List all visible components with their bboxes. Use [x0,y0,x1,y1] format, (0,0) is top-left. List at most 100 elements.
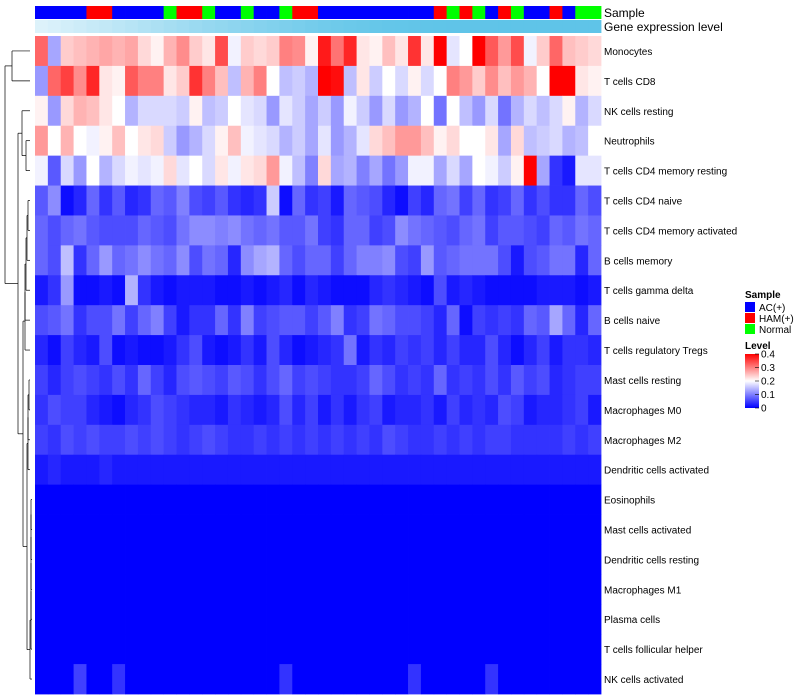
heatmap-cell [343,185,357,216]
heatmap-cell [163,574,177,605]
heatmap-cell [86,664,100,695]
gene-expression-annotation-cell [99,20,113,33]
heatmap-cell [433,394,448,426]
heatmap-cell [498,36,512,67]
row-label: B cells memory [604,256,672,267]
heatmap-cell [510,95,525,127]
heatmap-cell [137,634,152,665]
heatmap-cell [485,36,499,67]
heatmap-cell [73,335,87,366]
heatmap-cell [382,664,396,695]
heatmap-cell [176,185,190,216]
sample-annotation-track [35,6,602,19]
heatmap-cell [215,365,229,396]
heatmap-cell [420,394,435,426]
heatmap-cell [215,454,229,486]
heatmap-cell [356,95,370,127]
heatmap-cell [137,185,152,216]
heatmap-cell [202,155,216,186]
heatmap-cell [137,394,152,426]
heatmap-cell [446,36,460,67]
heatmap-cell [485,125,499,157]
heatmap-cell [305,215,319,246]
heatmap-cell [536,215,550,246]
heatmap-cell [176,514,190,545]
heatmap-cell [382,394,396,426]
heatmap-cell [215,484,229,515]
heatmap-cell [60,544,74,575]
heatmap-cell [125,215,139,246]
heatmap-cell [343,484,357,515]
level-tick-label: 0.2 [761,377,775,388]
heatmap-cell [86,514,100,545]
heatmap-cell [125,574,139,605]
heatmap-cell [227,454,242,486]
heatmap-cell [318,574,332,605]
level-tick-label: 0.1 [761,390,775,401]
heatmap-cell [536,275,550,306]
row-label: Macrophages M2 [604,436,682,447]
heatmap-cell [73,484,87,515]
heatmap-cell [536,484,550,515]
heatmap-cell [433,245,448,276]
heatmap-cell [266,95,280,127]
heatmap-cell [549,514,563,545]
heatmap-cell [240,155,255,186]
heatmap-cell [330,514,345,545]
heatmap-cell [318,36,332,67]
heatmap-cell [137,664,152,695]
heatmap-cell [215,544,229,575]
heatmap-cell [35,155,49,186]
gene-expression-annotation-cell [588,20,602,33]
sample-annotation-cell [137,6,152,19]
heatmap-cell [73,305,87,336]
heatmap-cell [60,305,74,336]
heatmap-cell [99,125,113,157]
heatmap-cell [279,335,293,366]
heatmap-cell [459,275,473,306]
gene-expression-annotation-cell [433,20,448,33]
heatmap-cell [369,65,383,97]
heatmap-cell [330,185,345,216]
heatmap-cell [408,514,422,545]
heatmap-cell [318,95,332,127]
heatmap-cell [305,574,319,605]
heatmap-cell [575,544,589,575]
heatmap-cell [227,275,242,306]
heatmap-cell [523,95,538,127]
heatmap-cell [523,514,538,545]
heatmap-cell [330,215,345,246]
heatmap-cell [202,394,216,426]
heatmap-cell [176,424,190,456]
heatmap-cell [549,185,563,216]
heatmap-cell [189,484,203,515]
sample-annotation-cell [73,6,87,19]
heatmap-cell [137,275,152,306]
heatmap-cell [202,365,216,396]
heatmap-cell [240,305,255,336]
heatmap-cell [562,95,576,127]
heatmap-cell [343,634,357,665]
heatmap-cell [86,155,100,186]
gene-expression-annotation-cell [35,20,49,33]
heatmap-cell [395,215,409,246]
heatmap-cell [292,394,306,426]
heatmap-cell [588,664,602,695]
heatmap-cell [382,514,396,545]
heatmap-cell [446,454,460,486]
heatmap-cell [305,305,319,336]
heatmap-cell [588,125,602,157]
heatmap-cell [330,95,345,127]
heatmap-cell [279,365,293,396]
heatmap-cell [562,514,576,545]
heatmap-cell [433,634,448,665]
heatmap-cell [369,574,383,605]
heatmap-cell [408,365,422,396]
heatmap-cell [369,95,383,127]
heatmap-cell [47,155,62,186]
heatmap-cell [356,185,370,216]
heatmap-cell [420,95,435,127]
heatmap-cell [369,424,383,456]
heatmap-cell [266,125,280,157]
heatmap-cell [420,36,435,67]
